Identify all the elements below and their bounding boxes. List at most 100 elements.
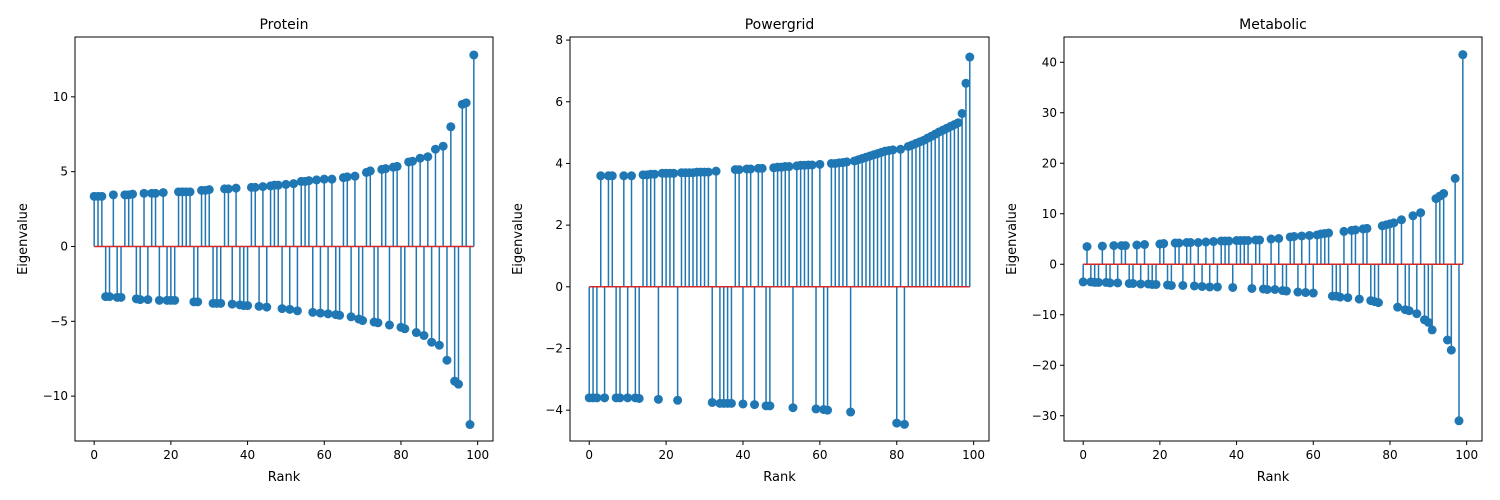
y-tick-label: −20	[1032, 358, 1057, 372]
data-point	[788, 403, 798, 413]
data-point	[430, 144, 440, 154]
data-point	[842, 157, 852, 167]
data-point	[273, 180, 283, 190]
data-point	[669, 168, 679, 178]
data-point	[1189, 281, 1199, 291]
axes-frame	[74, 36, 494, 442]
y-tick-label: 40	[1042, 55, 1057, 69]
data-point	[381, 164, 391, 174]
data-point	[285, 304, 295, 314]
data-point	[726, 398, 736, 408]
x-tick-label: 80	[393, 448, 408, 462]
data-point	[1408, 211, 1418, 221]
data-point	[1197, 281, 1207, 291]
data-point	[327, 174, 337, 184]
data-point	[1174, 238, 1184, 248]
data-point	[1301, 288, 1311, 298]
stem-markers	[89, 50, 479, 430]
data-point	[427, 337, 437, 347]
data-point	[1159, 239, 1169, 249]
data-point	[619, 171, 629, 181]
data-point	[634, 393, 644, 403]
axes-frame	[569, 36, 990, 442]
data-point	[346, 312, 356, 322]
data-point	[277, 304, 287, 314]
data-point	[1228, 282, 1238, 292]
data-point	[319, 174, 329, 184]
data-point	[1362, 223, 1372, 233]
data-point	[105, 292, 115, 302]
data-point	[411, 328, 421, 338]
data-point	[1354, 294, 1364, 304]
data-point	[365, 166, 375, 176]
data-point	[1082, 242, 1092, 252]
data-point	[128, 189, 138, 199]
data-point	[461, 98, 471, 108]
data-point	[304, 176, 314, 186]
y-tick-label: −10	[43, 389, 68, 403]
data-point	[193, 297, 203, 307]
data-point	[185, 187, 195, 197]
data-point	[258, 182, 268, 192]
stem-lines	[1082, 54, 1464, 421]
data-point	[151, 188, 161, 198]
x-tick-label: 0	[585, 448, 593, 462]
data-point	[650, 169, 660, 179]
y-tick-label: 2	[555, 218, 563, 232]
data-point	[97, 191, 107, 201]
data-point	[1350, 225, 1360, 235]
data-point	[434, 340, 444, 350]
data-point	[899, 419, 909, 429]
y-tick-label: 0	[555, 280, 563, 294]
data-point	[1442, 335, 1452, 345]
chart-panel-protein: Protein 0 20 40 60 80 100 −10 −5 0 5 10 Rank Eigenval…	[16, 17, 494, 485]
chart-panel-metabolic: Metabolic 0 20 40 60 80 100 −30 −20 −10 0 10 20 30 40 R…	[1005, 17, 1483, 485]
data-point	[1255, 235, 1265, 245]
x-tick-label: 0	[1079, 448, 1087, 462]
y-tick-label: 10	[1042, 207, 1057, 221]
y-axis-label: Eigenvalue	[511, 203, 526, 275]
data-point	[607, 171, 617, 181]
data-point	[1136, 279, 1146, 289]
data-point	[1247, 283, 1257, 293]
data-point	[254, 301, 264, 311]
data-point	[289, 179, 299, 189]
y-tick-label: 4	[555, 156, 563, 170]
data-point	[262, 302, 272, 312]
data-point	[592, 393, 602, 403]
y-tick-label: 8	[555, 33, 563, 47]
data-point	[312, 175, 322, 185]
data-point	[888, 145, 898, 155]
y-tick-label: 0	[60, 239, 68, 253]
data-point	[703, 167, 713, 177]
data-point	[1151, 279, 1161, 289]
data-point	[415, 153, 425, 163]
data-point	[1166, 280, 1176, 290]
data-point	[965, 52, 975, 62]
data-point	[1109, 241, 1119, 251]
data-point	[1132, 240, 1142, 250]
data-point	[1262, 285, 1272, 294]
data-point	[342, 172, 352, 182]
data-point	[750, 400, 760, 410]
data-point	[738, 399, 748, 409]
x-tick-label: 20	[163, 448, 178, 462]
data-point	[1389, 218, 1399, 228]
data-point	[1270, 285, 1280, 294]
x-tick-label: 80	[1382, 448, 1397, 462]
x-axis-label: Rank	[763, 470, 796, 485]
stem-lines	[93, 54, 475, 425]
data-point	[323, 309, 333, 319]
data-point	[1078, 277, 1088, 287]
data-point	[1446, 345, 1456, 355]
data-point	[292, 306, 302, 316]
data-point	[1293, 287, 1303, 297]
data-point	[823, 405, 833, 415]
data-point	[446, 122, 456, 132]
y-tick-label: 30	[1042, 106, 1057, 120]
chart-panel-powergrid: Powergrid 0 20 40 60 80 100 −4 −2 0 2 4 6 8 Rank Eigenv…	[511, 17, 990, 485]
data-point	[1304, 230, 1314, 240]
x-axis-label: Rank	[1257, 470, 1290, 485]
y-tick-label: 20	[1042, 156, 1057, 170]
data-point	[1335, 292, 1345, 302]
